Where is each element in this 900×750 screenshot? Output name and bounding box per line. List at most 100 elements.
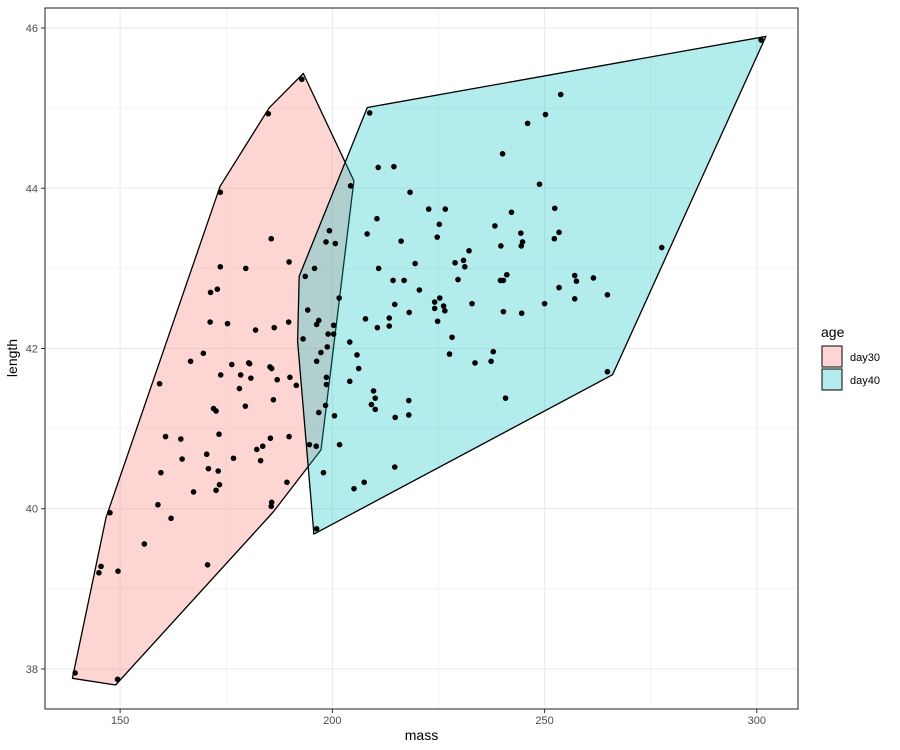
legend-label-day30: day30 (850, 352, 880, 364)
point-day40 (304, 307, 311, 313)
hull-day30 (71, 72, 355, 686)
point-day40 (500, 277, 507, 284)
point-day30 (217, 372, 224, 378)
point-day40 (436, 295, 443, 301)
point-day40 (556, 229, 562, 236)
point-day40 (758, 37, 764, 43)
point-day30 (293, 382, 300, 389)
point-day40 (536, 181, 543, 188)
point-day40 (449, 334, 455, 341)
point-day40 (322, 402, 329, 409)
point-day30 (259, 443, 266, 450)
point-day30 (254, 446, 260, 453)
point-day30 (286, 259, 292, 265)
point-day40 (412, 260, 418, 267)
point-day40 (524, 120, 531, 127)
point-day40 (375, 265, 382, 272)
point-day40 (323, 374, 330, 381)
point-day30 (299, 76, 305, 83)
point-day40 (551, 205, 558, 212)
point-day30 (179, 456, 185, 462)
x-tick-label: 200 (323, 715, 341, 727)
point-day40 (313, 358, 320, 365)
point-day30 (162, 433, 169, 440)
point-day40 (658, 244, 665, 251)
y-axis: 38 40 42 44 46 (26, 23, 45, 676)
point-day30 (257, 457, 264, 464)
point-day30 (284, 479, 290, 486)
point-day40 (556, 284, 562, 291)
point-day30 (265, 110, 272, 117)
point-day30 (114, 676, 121, 683)
point-day30 (141, 541, 148, 547)
point-day30 (204, 561, 211, 568)
point-day40 (405, 397, 412, 404)
point-day40 (518, 310, 525, 317)
point-day30 (207, 289, 214, 296)
point-day40 (330, 331, 337, 337)
point-day30 (271, 324, 278, 331)
point-day40 (460, 257, 467, 264)
point-day30 (287, 374, 293, 381)
point-day40 (442, 308, 448, 314)
point-day30 (155, 501, 161, 508)
point-day30 (168, 515, 174, 522)
point-day40 (386, 315, 393, 321)
point-day30 (267, 364, 273, 370)
point-day40 (330, 322, 337, 329)
point-day40 (492, 223, 498, 229)
y-tick-label: 42 (26, 343, 38, 355)
point-day40 (416, 287, 423, 293)
point-day40 (326, 227, 333, 234)
point-day30 (214, 286, 221, 293)
point-day40 (372, 406, 379, 413)
point-day40 (300, 336, 306, 342)
points-layer (72, 37, 764, 683)
point-day40 (431, 305, 438, 312)
point-day40 (571, 296, 578, 302)
point-day40 (398, 238, 404, 244)
point-day40 (391, 301, 398, 308)
point-day40 (320, 469, 327, 476)
point-day30 (72, 670, 78, 676)
point-day30 (98, 563, 104, 570)
point-day40 (508, 209, 515, 216)
legend: age day30 day40 (821, 324, 880, 391)
point-day40 (542, 111, 549, 118)
point-day40 (391, 163, 397, 170)
y-axis-title: length (4, 339, 20, 377)
point-day30 (245, 360, 252, 366)
point-day40 (313, 525, 320, 532)
point-day40 (440, 303, 447, 309)
point-day40 (498, 243, 504, 249)
point-day40 (405, 412, 412, 418)
point-day40 (374, 215, 380, 222)
point-day40 (502, 395, 509, 401)
point-day30 (268, 235, 275, 242)
point-day30 (270, 396, 277, 403)
point-day30 (215, 468, 221, 474)
point-day30 (216, 481, 223, 488)
x-tick-label: 150 (111, 715, 129, 727)
point-day30 (213, 487, 219, 494)
x-tick-label: 300 (748, 715, 766, 727)
x-tick-label: 250 (535, 715, 553, 727)
point-day40 (604, 292, 611, 298)
point-day40 (499, 151, 506, 157)
point-day30 (313, 443, 320, 450)
point-day40 (336, 295, 342, 301)
point-day40 (374, 324, 381, 331)
point-day30 (285, 319, 292, 325)
point-day40 (354, 352, 360, 358)
point-day30 (228, 361, 235, 368)
point-day40 (500, 308, 507, 315)
point-day40 (311, 265, 318, 272)
point-day40 (372, 395, 379, 401)
point-day30 (248, 375, 254, 381)
grid (45, 8, 798, 709)
point-day40 (386, 323, 393, 329)
hull-day40 (296, 35, 767, 535)
hull-layer (71, 35, 767, 686)
point-day30 (286, 433, 292, 440)
